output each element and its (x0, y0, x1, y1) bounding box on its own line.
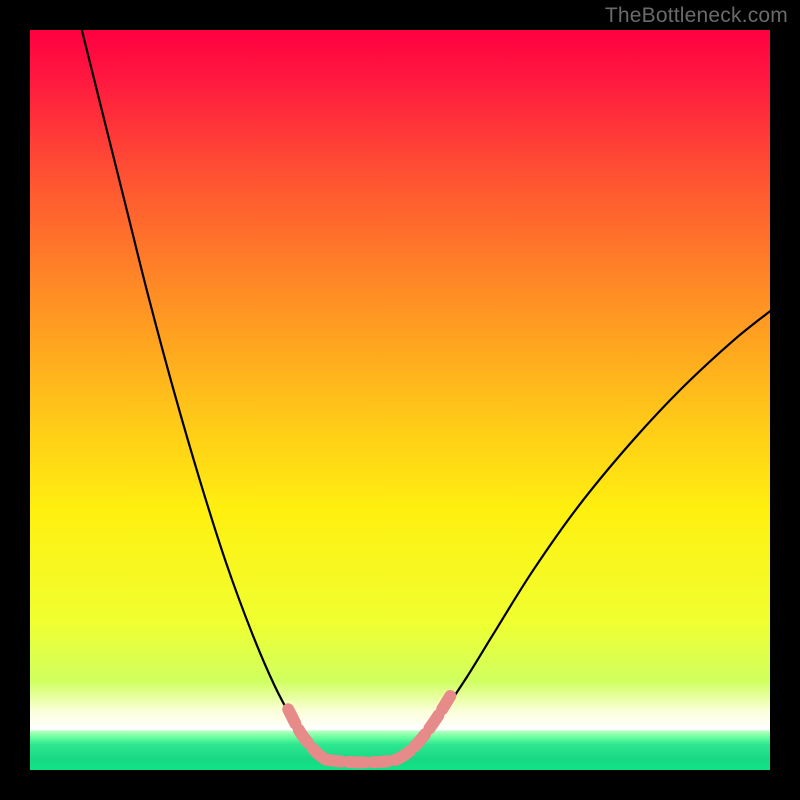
plot-svg (30, 30, 770, 770)
watermark-text: TheBottleneck.com (605, 4, 788, 28)
marker-band-flat-band (326, 760, 396, 763)
chart-root: TheBottleneck.com (0, 0, 800, 800)
plot-area (30, 30, 770, 770)
plot-background (30, 30, 770, 770)
